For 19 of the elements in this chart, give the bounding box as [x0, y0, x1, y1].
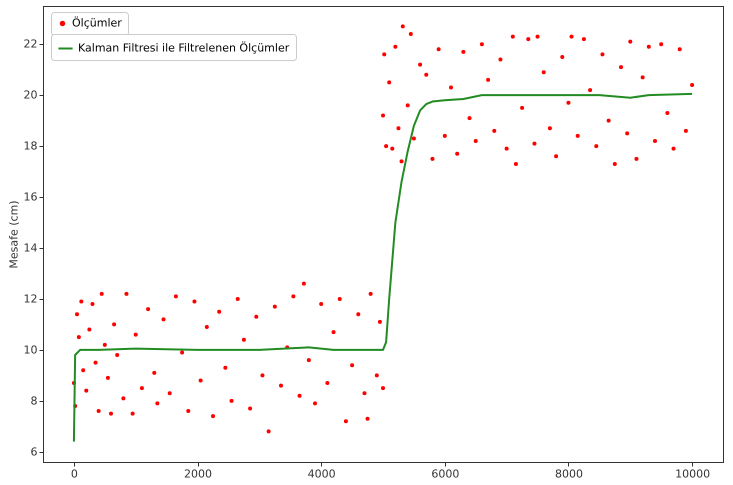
- legend-label: Ölçümler: [72, 16, 122, 30]
- x-tick-label: 8000: [554, 468, 583, 480]
- y-tick-label: 22: [24, 38, 38, 51]
- y-axis-title: Mesafe (cm): [8, 200, 21, 269]
- y-tick-label: 8: [30, 394, 38, 408]
- x-tick-label: 6000: [431, 468, 460, 480]
- x-tick-label: 10000: [675, 468, 710, 480]
- y-tick-label: 12: [24, 292, 38, 306]
- x-tick-label: 0: [70, 468, 78, 480]
- y-tick-label: 20: [24, 88, 38, 102]
- x-tick-label: 4000: [308, 468, 336, 480]
- y-tick-label: 16: [24, 190, 38, 204]
- y-tick-label: 6: [30, 445, 38, 458]
- legend-label: Kalman Filtresi ile Filtrelenen Ölçümler: [78, 40, 290, 54]
- y-tick-label: 14: [24, 242, 38, 255]
- x-tick-label: 2000: [184, 468, 212, 480]
- y-tick-label: 18: [24, 140, 38, 153]
- y-tick-label: 10: [24, 343, 38, 356]
- line-series: [72, 92, 694, 443]
